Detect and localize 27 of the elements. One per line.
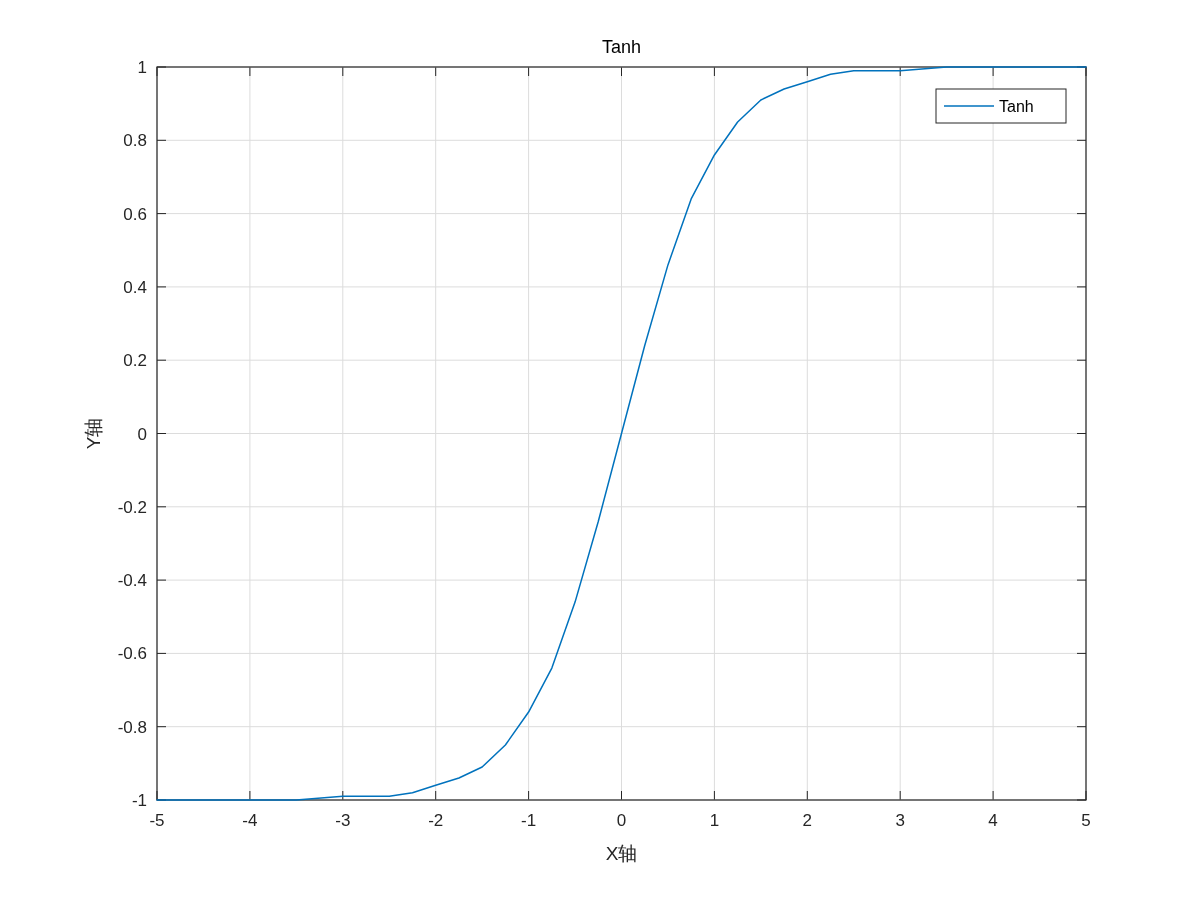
x-tick-label: 4 (988, 811, 998, 830)
y-tick-label: 0.4 (123, 277, 147, 297)
y-tick-label: -0.4 (117, 571, 147, 591)
x-tick-label: 2 (802, 811, 813, 830)
x-tick-label: -4 (242, 811, 258, 830)
x-tick-label: -1 (521, 811, 537, 830)
chart-title: Tanh (601, 37, 642, 57)
x-tick-label: -2 (428, 811, 444, 830)
y-axis-title: Y轴 (83, 417, 104, 450)
x-tick-label: 3 (895, 811, 905, 830)
y-tick-label: -0.8 (117, 717, 147, 737)
y-tick-label: 0 (137, 424, 147, 444)
legend-label: Tanh (999, 98, 1034, 115)
y-tick-label: -0.6 (117, 644, 147, 664)
y-tick-label: 0.2 (123, 351, 147, 371)
x-tick-label: 0 (616, 811, 627, 830)
y-tick-label: -1 (131, 791, 147, 810)
y-tick-label: -0.2 (117, 497, 147, 517)
x-tick-label: 1 (709, 811, 720, 830)
x-tick-label: -5 (149, 811, 165, 830)
y-tick-label: 0.8 (123, 131, 147, 151)
x-axis-title: X轴 (605, 843, 638, 864)
line-series (156, 66, 1087, 801)
y-tick-label: 0.6 (123, 204, 147, 224)
x-tick-label: -3 (335, 811, 351, 830)
y-tick-label: 1 (137, 58, 147, 77)
x-tick-label: 5 (1081, 811, 1091, 830)
